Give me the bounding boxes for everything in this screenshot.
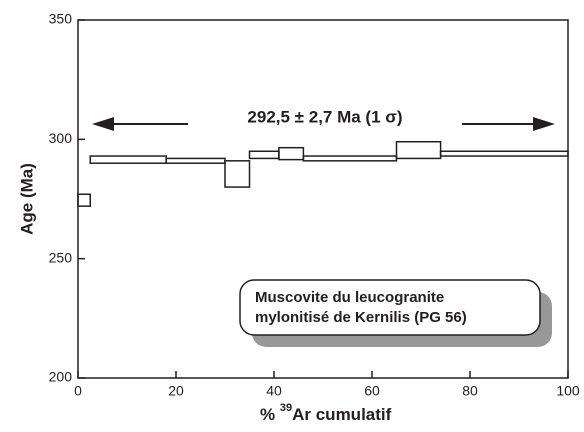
- age-step: [248, 150, 280, 160]
- legend-box: [239, 279, 541, 336]
- y-tick-label: 250: [49, 249, 73, 265]
- arrow-right: [462, 117, 555, 131]
- y-tick-label: 200: [49, 369, 73, 385]
- age-step: [224, 160, 251, 188]
- age-step: [165, 157, 226, 164]
- x-tick-label: 0: [74, 383, 82, 399]
- age-step: [89, 155, 167, 164]
- y-tick-label: 350: [49, 11, 73, 27]
- age-step: [278, 146, 305, 161]
- x-tick-label: 60: [364, 383, 380, 399]
- x-label-superscript: 39: [280, 402, 292, 414]
- age-step: [77, 193, 91, 207]
- y-tick-label: 300: [49, 130, 73, 146]
- plateau-annotation: 292,5 ± 2,7 Ma (1 σ): [247, 107, 402, 126]
- x-tick-label: 80: [462, 383, 478, 399]
- age-step: [302, 155, 398, 162]
- x-tick-label: 100: [556, 383, 580, 399]
- x-label-prefix: %: [260, 405, 275, 424]
- age-step: [395, 140, 442, 160]
- arrow-left: [92, 117, 188, 131]
- x-tick-label: 20: [168, 383, 184, 399]
- legend-text: mylonitisé de Kernilis (PG 56): [255, 309, 467, 326]
- y-axis-label: Age (Ma): [17, 163, 36, 235]
- x-label-text: Ar cumulatif: [292, 405, 392, 424]
- x-axis-label: % 39Ar cumulatif: [260, 402, 392, 425]
- age-step: [439, 150, 569, 157]
- legend-text: Muscovite du leucogranite: [255, 289, 444, 306]
- x-tick-label: 40: [266, 383, 282, 399]
